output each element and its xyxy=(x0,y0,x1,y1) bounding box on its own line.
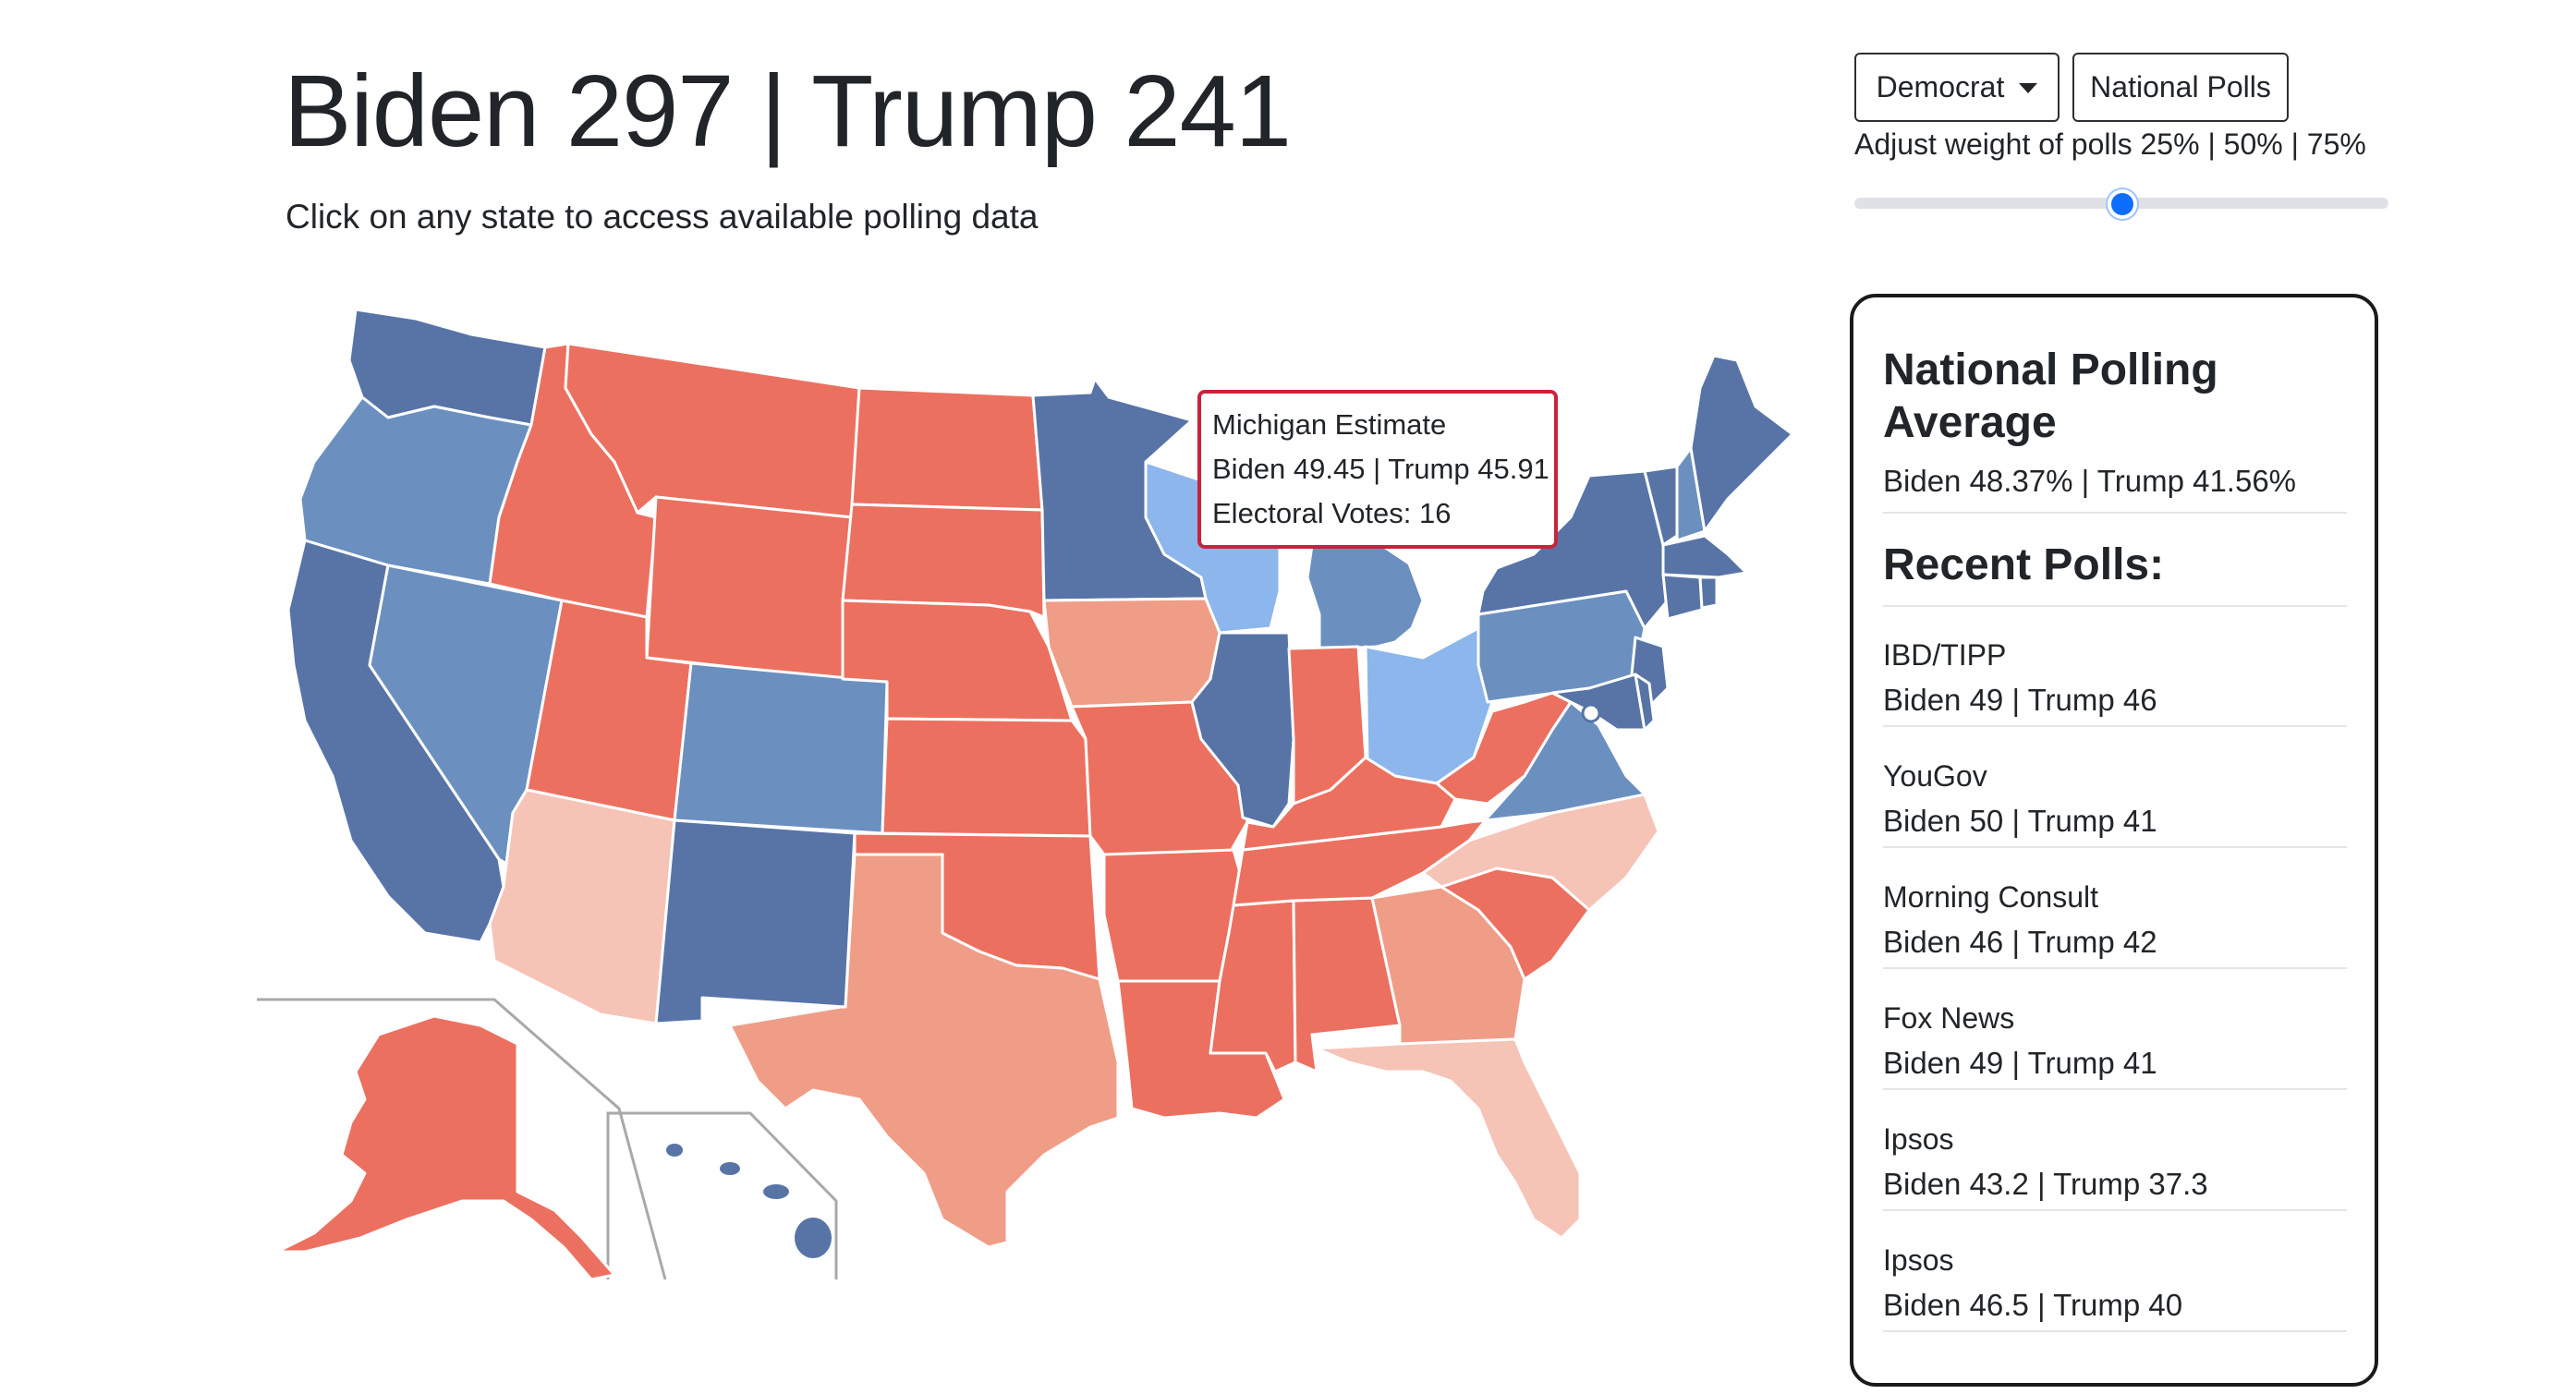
pollster-name: Fox News xyxy=(1883,1001,2015,1035)
state-washington[interactable] xyxy=(347,308,547,427)
state-connecticut[interactable] xyxy=(1661,573,1704,621)
poll-item: Ipsos Biden 46.5 | Trump 40 xyxy=(1883,1242,2347,1324)
state-florida[interactable] xyxy=(1315,1037,1582,1240)
pollster-name: Morning Consult xyxy=(1883,880,2098,914)
divider xyxy=(1883,1088,2347,1090)
hawaii-inset-border xyxy=(606,1111,838,1279)
panel-title: National Polling Average xyxy=(1883,345,2218,447)
instruction-text: Click on any state to access available p… xyxy=(286,198,1039,236)
hawaii-island-oahu xyxy=(720,1162,740,1175)
poll-result: Biden 50 | Trump 41 xyxy=(1883,804,2157,839)
divider xyxy=(1883,967,2347,969)
state-iowa[interactable] xyxy=(1042,597,1221,709)
national-average: Biden 48.37% | Trump 41.56% xyxy=(1883,464,2297,498)
state-colorado[interactable] xyxy=(673,661,889,835)
poll-item: YouGov Biden 50 | Trump 41 xyxy=(1883,758,2347,840)
recent-polls-heading: Recent Polls: xyxy=(1883,540,2165,589)
state-wyoming[interactable] xyxy=(645,495,854,681)
tooltip-electoral-votes: Electoral Votes: 16 xyxy=(1212,497,1452,529)
poll-result: Biden 49 | Trump 46 xyxy=(1883,683,2157,718)
party-dropdown-label: Democrat xyxy=(1876,70,2005,103)
state-massachusetts[interactable] xyxy=(1661,534,1748,579)
poll-result: Biden 46.5 | Trump 40 xyxy=(1883,1288,2183,1323)
poll-item: IBD/TIPP Biden 49 | Trump 46 xyxy=(1883,637,2347,719)
slider-thumb[interactable] xyxy=(2108,189,2137,219)
state-rhode-island[interactable] xyxy=(1698,576,1719,610)
state-michigan[interactable] xyxy=(1306,529,1425,651)
state-delaware[interactable] xyxy=(1634,673,1656,732)
alaska-inset-border xyxy=(257,998,667,1280)
poll-result: Biden 43.2 | Trump 37.3 xyxy=(1883,1167,2208,1202)
state-new-mexico[interactable] xyxy=(654,818,857,1025)
state-virginia[interactable] xyxy=(1440,700,1646,829)
divider xyxy=(1883,605,2347,607)
party-dropdown[interactable]: Democrat xyxy=(1854,53,2060,122)
pollster-name: Ipsos xyxy=(1883,1243,1954,1277)
divider xyxy=(1883,512,2347,514)
us-electoral-map xyxy=(257,308,1794,1281)
state-kansas[interactable] xyxy=(881,717,1092,838)
divider xyxy=(1883,1330,2347,1332)
pollster-name: Ipsos xyxy=(1883,1122,1954,1156)
poll-item: Morning Consult Biden 46 | Trump 42 xyxy=(1883,879,2347,961)
state-maine[interactable] xyxy=(1689,354,1794,533)
divider xyxy=(1883,1209,2347,1211)
tooltip-result: Biden 49.45 | Trump 45.91 xyxy=(1212,453,1549,485)
divider xyxy=(1883,846,2347,848)
tooltip-title: Michigan Estimate xyxy=(1212,408,1447,441)
state-arkansas[interactable] xyxy=(1102,848,1245,983)
hawaii-island-kauai xyxy=(666,1144,683,1157)
poll-item: Fox News Biden 49 | Trump 41 xyxy=(1883,1000,2347,1082)
state-texas[interactable] xyxy=(728,853,1120,1249)
state-tooltip: Michigan Estimate Biden 49.45 | Trump 45… xyxy=(1197,390,1558,549)
pollster-name: IBD/TIPP xyxy=(1883,638,2007,672)
state-hawaii[interactable] xyxy=(795,1218,832,1258)
national-polls-button[interactable]: National Polls xyxy=(2072,53,2289,122)
state-north-dakota[interactable] xyxy=(850,386,1044,512)
pollster-name: YouGov xyxy=(1883,759,1987,793)
state-arizona[interactable] xyxy=(488,788,676,1025)
national-polling-panel: National Polling Average Biden 48.37% | … xyxy=(1850,294,2378,1387)
poll-result: Biden 46 | Trump 42 xyxy=(1883,925,2157,960)
dc-marker[interactable] xyxy=(1581,703,1601,723)
state-maryland[interactable] xyxy=(1550,673,1646,732)
divider xyxy=(1883,725,2347,727)
poll-item: Ipsos Biden 43.2 | Trump 37.3 xyxy=(1883,1121,2347,1203)
poll-weight-slider[interactable] xyxy=(1854,189,2388,219)
state-north-carolina[interactable] xyxy=(1421,793,1660,912)
caret-down-icon xyxy=(2019,83,2038,93)
poll-result: Biden 49 | Trump 41 xyxy=(1883,1046,2157,1081)
state-alaska[interactable] xyxy=(275,1014,616,1281)
poll-weight-label: Adjust weight of polls 25% | 50% | 75% xyxy=(1854,127,2366,161)
hawaii-island-maui xyxy=(763,1184,789,1199)
electoral-vote-headline: Biden 297 | Trump 241 xyxy=(284,55,1292,168)
